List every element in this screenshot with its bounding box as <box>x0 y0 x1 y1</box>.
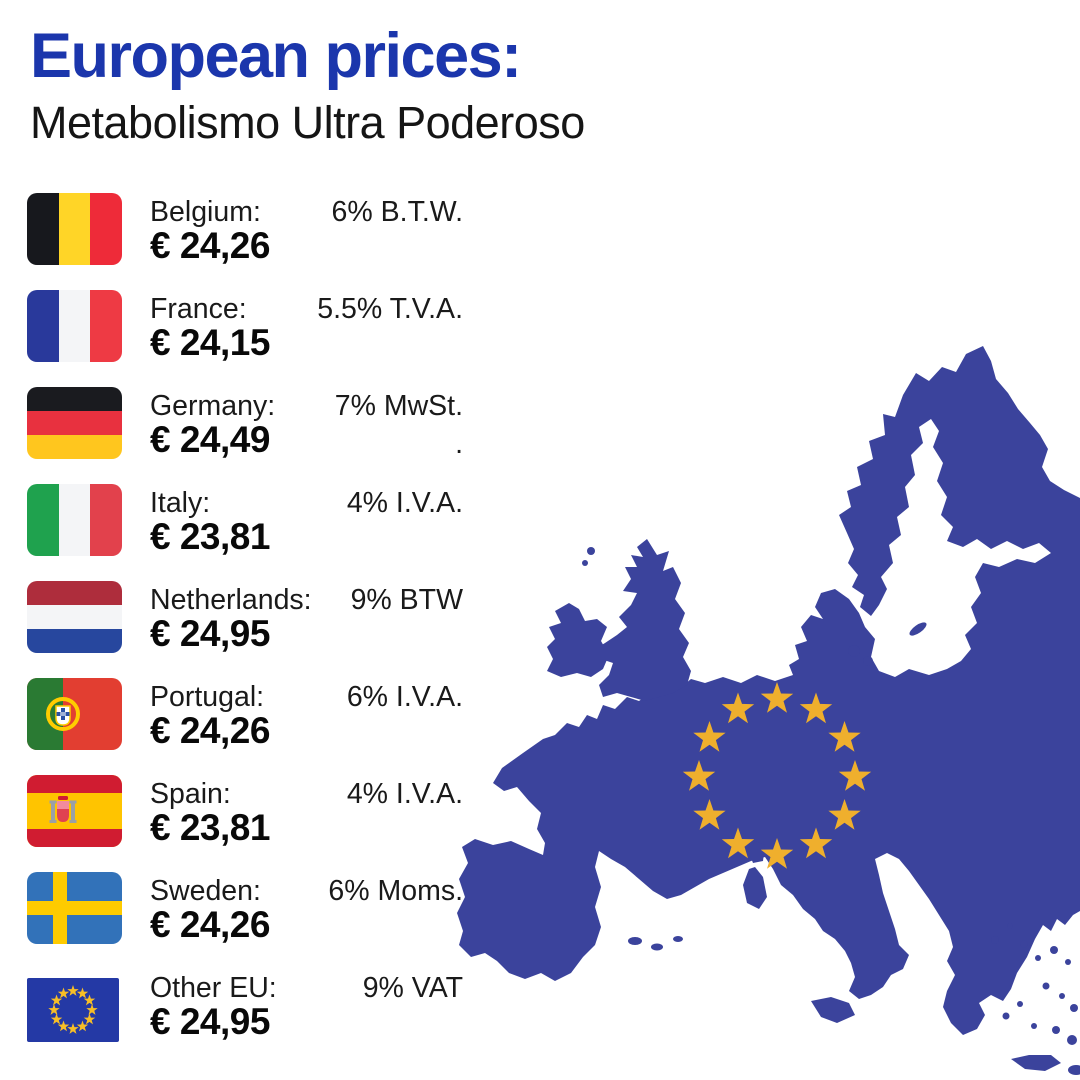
country-label: Germany: <box>150 390 276 422</box>
france-flag-icon <box>27 290 122 362</box>
price-row-sweden: Sweden: € 24,26 6% Moms. <box>27 872 463 969</box>
price-row-spain: Spain: € 23,81 4% I.V.A. <box>27 775 463 872</box>
page-title: European prices: <box>30 21 522 91</box>
other-eu-flag-icon <box>27 969 122 1042</box>
sicily-shape <box>811 997 855 1023</box>
price-value: € 23,81 <box>150 516 270 557</box>
spain-flag-icon <box>27 775 122 847</box>
vat-rate-label: 4% I.V.A. <box>346 778 463 810</box>
price-value: € 24,26 <box>150 904 270 945</box>
country-label: Other EU: <box>150 972 277 1004</box>
vat-rate-label: 6% Moms. <box>328 875 463 907</box>
italy-flag-icon <box>27 484 122 556</box>
corsica-shape <box>749 841 765 863</box>
price-row-belgium: Belgium: € 24,26 6% B.T.W. <box>27 193 463 290</box>
country-label: Netherlands: <box>150 584 312 616</box>
eu-stars-circle <box>682 682 872 869</box>
europe-landmass <box>457 346 1080 1075</box>
price-row-portugal: Portugal: € 24,26 6% I.V.A. <box>27 678 463 775</box>
price-row-other-eu: Other EU: € 24,95 9% VAT <box>27 969 463 1066</box>
price-value: € 24,26 <box>150 710 270 751</box>
sweden-flag-icon <box>27 872 122 944</box>
price-row-france: France: € 24,15 5.5% T.V.A. <box>27 290 463 387</box>
country-label: Portugal: <box>150 681 265 713</box>
price-value: € 23,81 <box>150 807 270 848</box>
belgium-flag-icon <box>27 193 122 265</box>
portugal-flag-icon <box>27 678 122 750</box>
vat-rate-label-line2: . <box>455 428 463 460</box>
europe-map-svg <box>457 346 1080 1075</box>
country-label: France: <box>150 293 247 325</box>
price-value: € 24,95 <box>150 613 270 654</box>
country-label: Sweden: <box>150 875 261 907</box>
page-subtitle: Metabolismo Ultra Poderoso <box>30 97 585 148</box>
price-row-netherlands: Netherlands: € 24,95 9% BTW <box>27 581 463 678</box>
vat-rate-label: 7% MwSt. <box>334 390 463 422</box>
crete-shape <box>1011 1055 1061 1071</box>
price-value: € 24,95 <box>150 1001 270 1042</box>
vat-rate-label: 5.5% T.V.A. <box>317 293 463 325</box>
continent-shape <box>457 346 1080 1035</box>
price-row-italy: Italy: € 23,81 4% I.V.A. <box>27 484 463 581</box>
europe-map <box>450 340 1080 1080</box>
vat-rate-label: 4% I.V.A. <box>346 487 463 519</box>
vat-rate-label: 9% VAT <box>362 972 463 1004</box>
price-list: Belgium: € 24,26 6% B.T.W. France: € 24,… <box>27 193 463 1073</box>
vat-rate-label: 6% B.T.W. <box>331 196 463 228</box>
country-label: Italy: <box>150 487 211 519</box>
great-britain-shape <box>595 539 691 701</box>
netherlands-flag-icon <box>27 581 122 653</box>
germany-flag-icon <box>27 387 122 459</box>
country-label: Belgium: <box>150 196 261 228</box>
price-value: € 24,26 <box>150 225 270 266</box>
price-value: € 24,15 <box>150 322 270 363</box>
price-value: € 24,49 <box>150 419 270 460</box>
ireland-shape <box>547 603 609 677</box>
price-row-germany: Germany: € 24,49 7% MwSt. . <box>27 387 463 484</box>
country-label: Spain: <box>150 778 231 810</box>
vat-rate-label: 6% I.V.A. <box>346 681 463 713</box>
sardinia-shape <box>743 867 767 909</box>
vat-rate-label: 9% BTW <box>350 584 463 616</box>
